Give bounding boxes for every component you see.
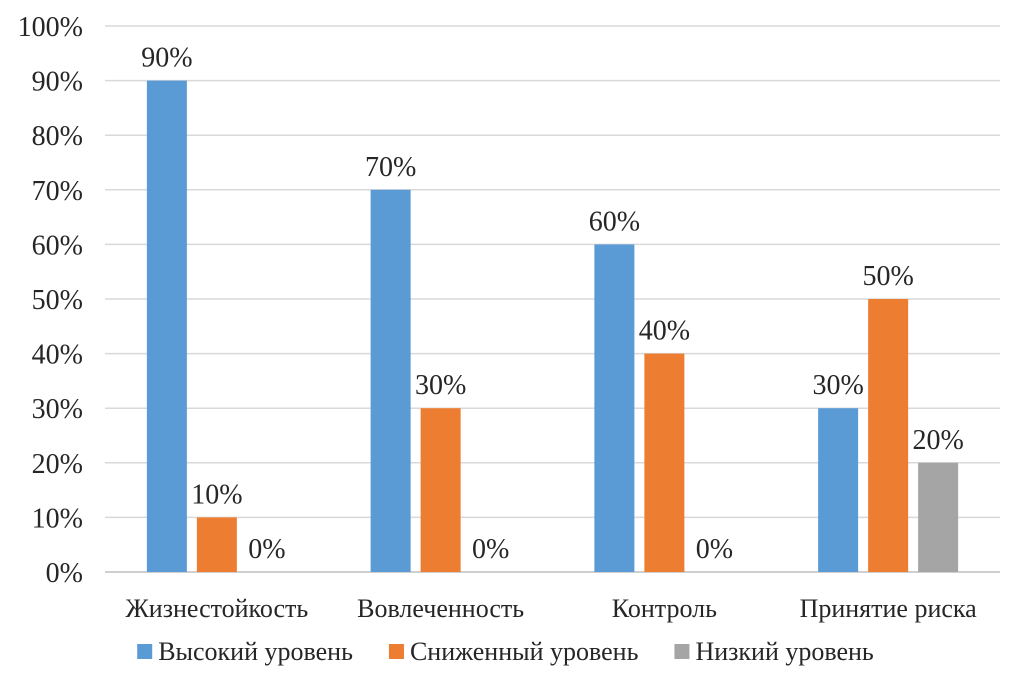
y-tick-label: 10% — [32, 503, 83, 534]
legend-label: Низкий уровень — [695, 637, 873, 666]
legend-swatch — [388, 644, 404, 659]
y-tick-label: 20% — [32, 449, 83, 480]
bar — [196, 517, 237, 572]
data-label: 90% — [141, 43, 192, 74]
data-label: 20% — [912, 425, 963, 456]
x-tick-label: Жизнестойкость — [125, 594, 308, 623]
data-label: 30% — [415, 370, 466, 401]
bar — [370, 189, 411, 573]
y-tick-label: 0% — [46, 558, 83, 589]
y-tick-label: 40% — [32, 340, 83, 371]
bar — [644, 353, 685, 572]
y-axis-ticks: 0% 10% 20% 30% 40% 50% 60% 70% 80% 90% 100% — [18, 12, 83, 589]
legend-label: Сниженный уровень — [410, 637, 639, 666]
gridlines — [105, 25, 1000, 573]
y-tick-label: 90% — [32, 67, 83, 98]
legend-swatch — [137, 644, 153, 659]
data-label: 70% — [365, 152, 416, 183]
y-tick-label: 50% — [32, 285, 83, 316]
bar — [594, 244, 635, 572]
data-label: 10% — [191, 479, 242, 510]
data-label: 30% — [812, 370, 863, 401]
legend-swatch — [674, 644, 690, 659]
bar — [146, 80, 187, 572]
bar — [420, 408, 461, 572]
legend: Высокий уровень Сниженный уровень Низкий у… — [137, 637, 874, 666]
bar — [868, 299, 909, 572]
data-label: 0% — [248, 534, 285, 565]
data-label: 0% — [696, 534, 733, 565]
y-tick-label: 70% — [32, 176, 83, 207]
x-axis-ticks: Жизнестойкость Вовлеченность Контроль Приня… — [125, 594, 977, 623]
legend-label: Высокий уровень — [158, 637, 353, 666]
x-tick-label: Вовлеченность — [357, 594, 524, 623]
data-label: 0% — [472, 534, 509, 565]
bar — [918, 462, 959, 572]
x-tick-label: Контроль — [612, 594, 717, 623]
y-tick-label: 60% — [32, 230, 83, 261]
data-label: 60% — [589, 206, 640, 237]
legend-item: Сниженный уровень — [388, 637, 639, 666]
legend-item: Низкий уровень — [674, 637, 874, 666]
y-tick-label: 30% — [32, 394, 83, 425]
bar — [818, 408, 859, 572]
data-label: 50% — [862, 261, 913, 292]
x-tick-label: Принятие риска — [800, 594, 978, 623]
data-label: 40% — [639, 316, 690, 347]
y-tick-label: 100% — [18, 12, 83, 43]
bars — [146, 80, 959, 573]
data-labels: 90%10%0%70%30%0%60%40%0%30%50%20% — [141, 43, 964, 565]
y-tick-label: 80% — [32, 121, 83, 152]
legend-item: Высокий уровень — [137, 637, 353, 666]
